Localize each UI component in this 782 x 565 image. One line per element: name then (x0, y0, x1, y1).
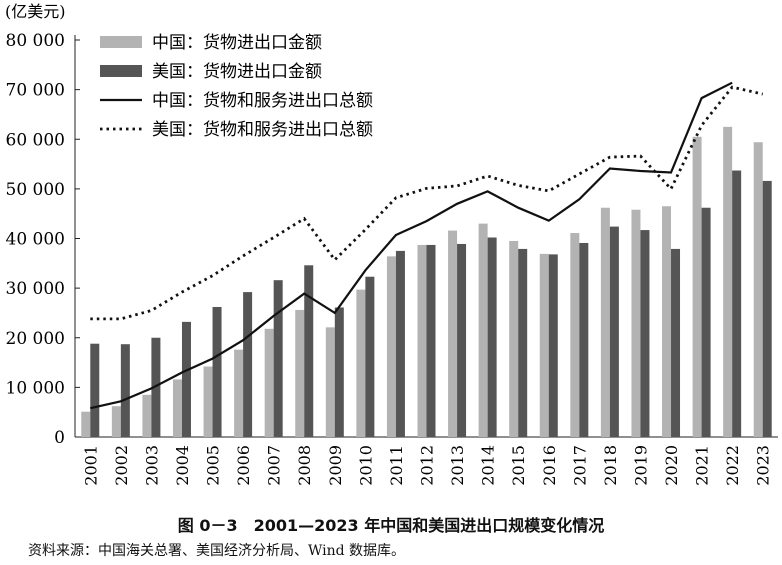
us-goods-bar (365, 276, 375, 437)
us-goods-bar (732, 170, 742, 438)
china-goods-bar (356, 289, 366, 437)
us-goods-bar (671, 248, 681, 437)
x-tick-label: 2015 (509, 445, 528, 486)
y-tick-label: 0 (54, 428, 65, 448)
china-goods-bar (203, 366, 213, 437)
china-goods-bar (417, 244, 427, 437)
y-tick-label: 40 000 (6, 230, 65, 250)
x-tick-label: 2018 (601, 445, 620, 486)
x-tick-label: 2019 (631, 445, 650, 486)
us-goods-bar (181, 321, 191, 437)
china-goods-bar (234, 349, 244, 437)
us-goods-bar (487, 237, 497, 437)
legend-label: 中国：货物进出口金额 (152, 33, 322, 53)
us-goods-bar (701, 207, 711, 437)
china-goods-bar (325, 327, 335, 437)
china-goods-bar (600, 207, 610, 437)
x-tick-label: 2005 (204, 445, 223, 486)
china-goods-bar (264, 328, 274, 437)
china-goods-bar (386, 256, 396, 437)
y-tick-label: 60 000 (6, 130, 65, 150)
china-goods-bar (753, 142, 763, 438)
x-tick-label: 2003 (142, 445, 161, 486)
us-goods-bar (120, 344, 130, 437)
x-tick-label: 2001 (81, 445, 100, 486)
china-goods-bar (692, 136, 702, 438)
legend-label: 美国：货物进出口金额 (152, 62, 322, 82)
y-tick-label: 10 000 (6, 378, 65, 398)
x-tick-label: 2004 (173, 445, 192, 486)
source-note: 资料来源：中国海关总署、美国经济分析局、Wind 数据库。 (28, 543, 406, 559)
china-goods-bar (295, 309, 305, 437)
y-unit-label: (亿美元) (5, 2, 66, 21)
us-goods-bar (243, 292, 253, 437)
x-tick-label: 2013 (448, 445, 467, 486)
y-tick-label: 50 000 (6, 180, 65, 200)
us-goods-bar (518, 248, 528, 437)
legend-label: 美国：货物和服务进出口总额 (152, 120, 373, 140)
x-tick-label: 2010 (356, 445, 375, 486)
us-goods-bar (151, 337, 161, 437)
x-tick-label: 2017 (570, 445, 589, 486)
x-tick-label: 2021 (693, 445, 712, 486)
us-goods-bar (579, 242, 589, 437)
x-tick-label: 2008 (295, 445, 314, 486)
legend-label: 中国：货物和服务进出口总额 (152, 91, 373, 111)
us-goods-bar (334, 307, 344, 437)
china-goods-bar (539, 253, 549, 437)
x-tick-label: 2009 (326, 445, 345, 486)
us-goods-bar (640, 230, 650, 437)
china-goods-bar (142, 394, 152, 437)
us-goods-bar (395, 250, 405, 437)
figure-caption: 图 0－3 2001—2023 年中国和美国进出口规模变化情况 (177, 516, 605, 535)
china-goods-bar (662, 206, 672, 437)
us-goods-bar (212, 306, 222, 437)
x-tick-label: 2016 (540, 445, 559, 486)
chart: (亿美元) 0 10 000 20 000 30 000 40 000 50 000 60 0… (5, 2, 778, 486)
us-goods-bar (426, 244, 436, 437)
y-tick-label: 20 000 (6, 329, 65, 349)
china-goods-bar (111, 406, 121, 437)
y-tick-label: 80 000 (6, 31, 65, 51)
us-goods-bar (548, 254, 558, 437)
china-goods-bar (631, 209, 641, 437)
us-goods-bar (762, 180, 772, 437)
china-goods-bar (723, 126, 733, 437)
x-tick-label: 2014 (479, 445, 498, 486)
china-goods-bar (509, 240, 519, 437)
us-goods-bar (90, 343, 100, 437)
x-tick-label: 2006 (234, 445, 253, 486)
legend-swatch (100, 65, 142, 77)
china-goods-bar (81, 411, 91, 437)
x-tick-label: 2007 (265, 445, 284, 486)
china-goods-bar (172, 379, 182, 437)
us-goods-bar (609, 226, 619, 437)
us-goods-bar (457, 243, 467, 437)
china-goods-bar (478, 223, 488, 437)
us-goods-bar (273, 280, 283, 437)
y-tick-label: 30 000 (6, 279, 65, 299)
y-tick-label: 70 000 (6, 81, 65, 101)
x-tick-label: 2022 (723, 445, 742, 486)
us-goods-bar (304, 265, 314, 437)
china-total-line (90, 81, 733, 410)
legend-swatch (100, 36, 142, 48)
x-tick-label: 2002 (112, 445, 131, 486)
china-goods-bar (570, 233, 580, 437)
x-tick-label: 2012 (418, 445, 437, 486)
china-goods-bar (448, 230, 458, 437)
x-tick-label: 2020 (662, 445, 681, 486)
us-total-line (90, 85, 764, 321)
x-tick-label: 2023 (754, 445, 773, 486)
x-tick-label: 2011 (387, 445, 406, 486)
